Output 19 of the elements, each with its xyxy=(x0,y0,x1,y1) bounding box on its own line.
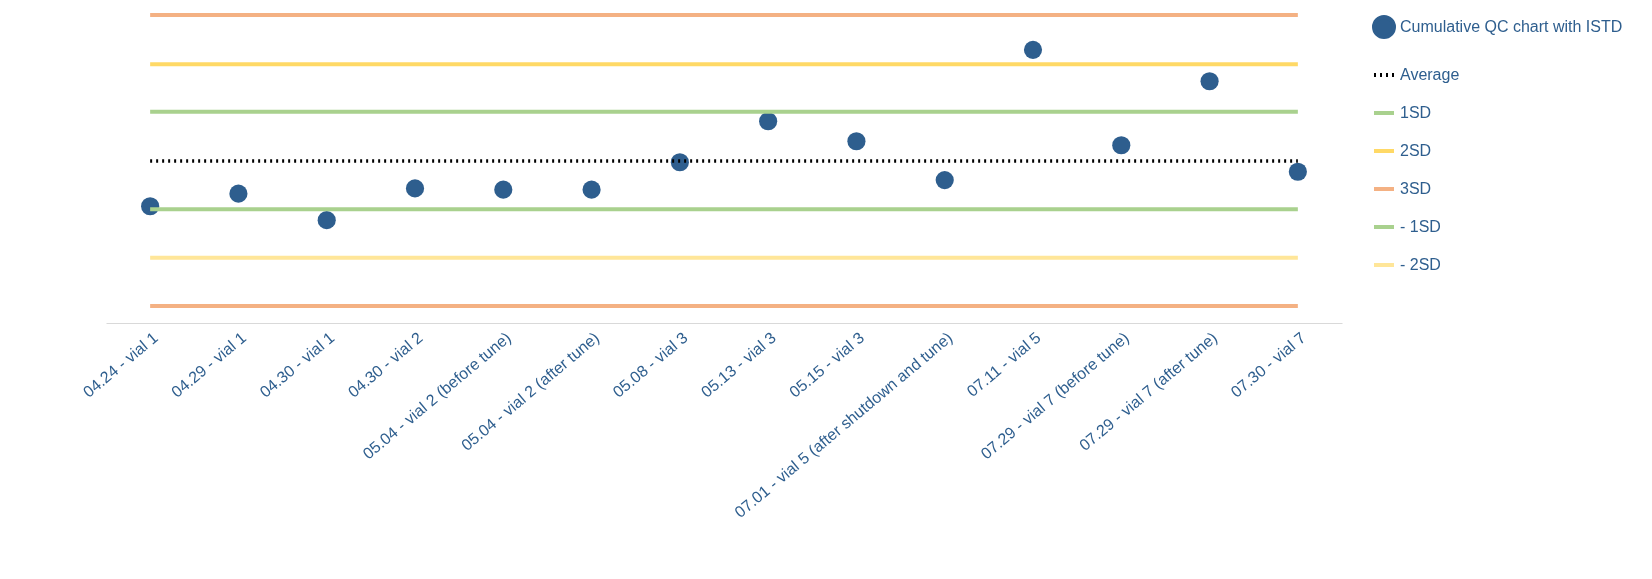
point xyxy=(229,184,248,203)
point xyxy=(317,211,336,230)
point xyxy=(759,112,778,131)
point xyxy=(494,180,513,199)
point xyxy=(847,132,866,151)
point xyxy=(405,179,425,198)
legend-label: 1SD xyxy=(1400,104,1432,121)
legend-label: 3SD xyxy=(1400,180,1432,197)
point xyxy=(582,180,601,199)
point xyxy=(935,171,954,190)
legend-label: Cumulative QC chart with ISTD xyxy=(1400,18,1623,35)
point xyxy=(1200,72,1219,91)
point xyxy=(1023,40,1043,59)
legend-label: Average xyxy=(1400,66,1460,83)
legend-label: 2SD xyxy=(1400,142,1432,159)
point xyxy=(1288,162,1307,181)
legend-label: - 2SD xyxy=(1400,256,1441,273)
point xyxy=(1112,136,1131,155)
legend-label: - 1SD xyxy=(1400,218,1441,235)
